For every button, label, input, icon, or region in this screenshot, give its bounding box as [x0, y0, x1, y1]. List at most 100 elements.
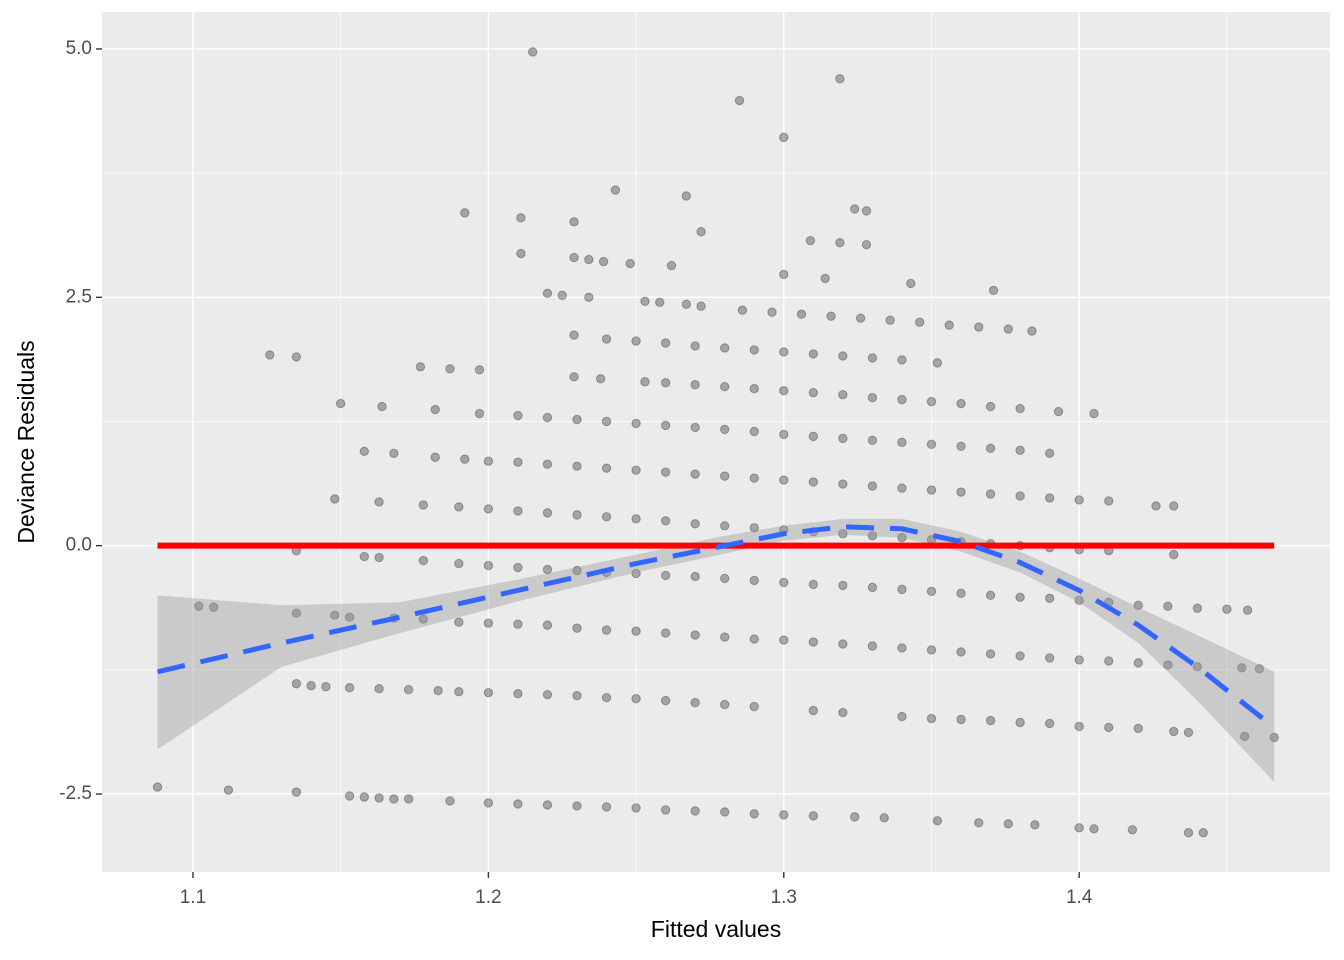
- point: [974, 322, 984, 332]
- y-tick-label: -2.5: [59, 783, 92, 804]
- point: [640, 296, 650, 306]
- point: [516, 248, 526, 259]
- point: [1127, 825, 1138, 835]
- point: [344, 791, 355, 801]
- point: [956, 588, 966, 599]
- point: [291, 679, 302, 689]
- point: [572, 565, 582, 576]
- point: [956, 398, 966, 409]
- point: [1254, 664, 1265, 674]
- point: [867, 531, 878, 541]
- point: [1074, 595, 1084, 606]
- point: [1269, 732, 1279, 743]
- point: [513, 410, 523, 421]
- point: [749, 809, 759, 819]
- point: [820, 273, 830, 284]
- point: [483, 687, 494, 698]
- point: [720, 573, 730, 584]
- point: [749, 473, 759, 483]
- point: [690, 806, 700, 816]
- point: [483, 798, 494, 808]
- point: [1183, 727, 1194, 738]
- point: [796, 309, 807, 319]
- point: [335, 398, 346, 409]
- point: [454, 617, 464, 627]
- point: [454, 502, 464, 512]
- point: [779, 475, 789, 485]
- point: [867, 641, 878, 651]
- point: [838, 639, 848, 649]
- point: [897, 483, 907, 493]
- point: [330, 610, 340, 620]
- point: [610, 185, 621, 195]
- point: [926, 586, 937, 597]
- point: [1133, 600, 1143, 610]
- point: [988, 285, 999, 296]
- y-tick-label: 0.0: [66, 535, 92, 556]
- point: [897, 711, 907, 722]
- point: [631, 465, 641, 475]
- point: [1151, 501, 1161, 511]
- point: [572, 414, 582, 425]
- point: [1044, 718, 1055, 729]
- point: [631, 336, 641, 346]
- point: [835, 237, 845, 248]
- point: [460, 454, 470, 464]
- point: [666, 260, 677, 271]
- point: [601, 416, 612, 427]
- point: [956, 441, 966, 452]
- point: [430, 404, 440, 415]
- point: [1133, 723, 1143, 734]
- x-tick-label: 1.3: [771, 887, 797, 908]
- point: [572, 690, 582, 701]
- point: [749, 384, 759, 394]
- point: [569, 217, 579, 227]
- point: [542, 288, 553, 299]
- point: [1236, 663, 1247, 673]
- point: [513, 506, 523, 516]
- point: [749, 523, 759, 533]
- point: [985, 590, 996, 601]
- point: [542, 689, 553, 700]
- point: [749, 426, 759, 437]
- point: [1015, 592, 1025, 603]
- point: [767, 307, 777, 317]
- plot-panel: [102, 12, 1330, 872]
- point: [344, 683, 355, 693]
- point: [720, 382, 730, 392]
- point: [359, 792, 370, 802]
- point: [808, 387, 819, 398]
- point: [681, 299, 692, 309]
- point: [569, 330, 579, 340]
- point: [433, 686, 443, 696]
- point: [867, 435, 878, 446]
- point: [861, 239, 872, 250]
- point: [660, 420, 671, 431]
- point: [1044, 593, 1055, 604]
- point: [474, 408, 485, 419]
- point: [749, 575, 759, 586]
- point: [359, 446, 370, 456]
- point: [1169, 726, 1179, 737]
- point: [805, 235, 816, 246]
- point: [291, 352, 302, 362]
- point: [359, 551, 370, 562]
- point: [720, 424, 730, 435]
- point: [749, 701, 759, 712]
- point: [1030, 820, 1040, 830]
- point: [690, 341, 700, 351]
- point: [749, 345, 759, 355]
- point: [291, 608, 302, 618]
- point: [681, 191, 692, 201]
- point: [690, 469, 700, 479]
- point: [826, 311, 836, 321]
- point: [914, 317, 925, 327]
- point: [542, 459, 553, 469]
- point: [926, 396, 937, 407]
- point: [1163, 601, 1173, 611]
- point: [838, 479, 848, 489]
- point: [513, 562, 523, 573]
- point: [483, 456, 494, 466]
- point: [690, 519, 700, 529]
- point: [838, 580, 848, 591]
